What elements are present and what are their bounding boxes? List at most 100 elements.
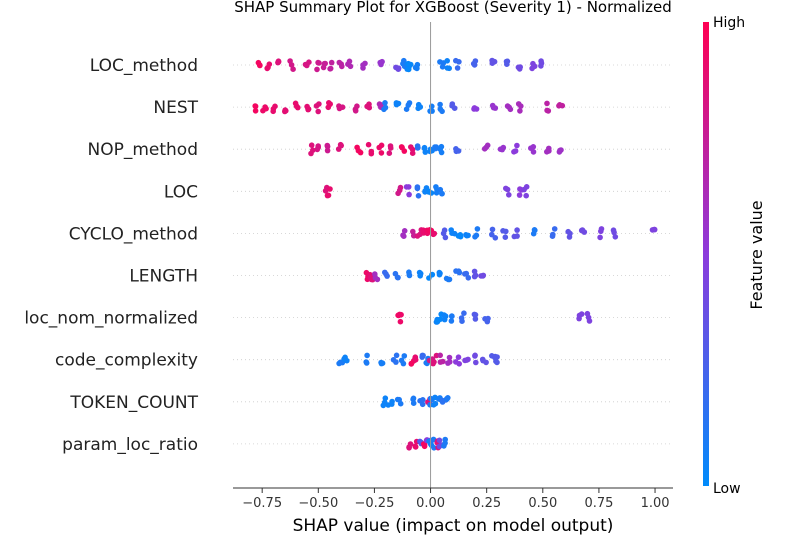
shap-point [455, 354, 462, 361]
shap-point [544, 100, 550, 107]
shap-point [504, 61, 510, 67]
shap-point [357, 149, 364, 156]
shap-point [378, 142, 385, 149]
shap-point [366, 104, 373, 111]
shap-point [415, 193, 422, 199]
shap-point [324, 142, 331, 149]
shap-point [471, 106, 477, 112]
shap-point [428, 190, 435, 196]
shap-point [408, 360, 415, 367]
shap-point [480, 357, 486, 364]
shap-point [398, 357, 405, 364]
shap-point [612, 234, 619, 240]
feature-label: NOP_method [88, 140, 199, 160]
colorbar-low-label: Low [713, 481, 741, 497]
shap-point [444, 58, 451, 64]
shap-point [315, 59, 321, 66]
shap-point [489, 226, 496, 233]
shap-point [282, 107, 289, 113]
shap-point [382, 104, 389, 111]
x-axis-ticks: −0.75 −0.50 −0.25 0.00 0.25 0.50 0.75 1.00 [242, 488, 670, 511]
shap-point [419, 354, 426, 360]
shap-point [456, 59, 462, 65]
shap-point [544, 149, 550, 155]
shap-point [395, 65, 402, 71]
shap-point [304, 62, 310, 69]
shap-point [397, 318, 404, 325]
shap-point [399, 144, 405, 151]
shap-point [328, 59, 335, 66]
shap-point [445, 395, 451, 401]
feature-label: TOKEN_COUNT [69, 393, 198, 413]
shap-point [473, 359, 479, 366]
shap-point [514, 233, 520, 239]
shap-point [453, 146, 459, 152]
x-tick-label: 1.00 [641, 496, 670, 511]
shap-point [379, 58, 385, 65]
shap-point [448, 227, 455, 233]
x-axis-label: SHAP value (impact on model output) [293, 516, 614, 536]
shap-point [544, 107, 550, 114]
x-tick-label: 0.75 [584, 496, 613, 511]
shap-point [417, 273, 424, 279]
shap-point [567, 230, 573, 237]
shap-point [393, 100, 400, 106]
shap-point [407, 61, 414, 68]
feature-label: param_loc_ratio [62, 435, 198, 455]
shap-point [314, 66, 320, 73]
shap-point [325, 104, 332, 111]
shap-point [415, 144, 421, 151]
shap-point [610, 227, 617, 233]
feature-rows: LOC_method NEST NOP_method LOC CYCLO_method L… [24, 56, 673, 455]
shap-point [290, 66, 296, 72]
shap-point [270, 106, 277, 112]
shap-point [437, 352, 444, 359]
shap-point [474, 226, 481, 232]
shap-point [365, 141, 372, 148]
shap-point [490, 104, 497, 111]
shap-point [472, 352, 478, 359]
shap-point [439, 190, 445, 197]
feature-label: CYCLO_method [69, 224, 198, 244]
shap-point [454, 65, 461, 71]
shap-point [386, 150, 393, 156]
shap-point [252, 108, 259, 114]
shap-point [293, 103, 300, 109]
shap-point [437, 101, 443, 108]
shap-point [397, 400, 404, 407]
shap-point [422, 149, 429, 155]
shap-point [314, 146, 321, 153]
data-points [252, 57, 658, 451]
shap-point [401, 228, 408, 234]
shap-point [457, 233, 464, 240]
shap-point [473, 232, 480, 239]
shap-point [506, 192, 512, 198]
shap-point [515, 101, 522, 107]
shap-point [315, 108, 322, 115]
shap-point [344, 357, 350, 364]
shap-point [598, 226, 605, 232]
shap-point [649, 227, 656, 233]
shap-point [397, 184, 404, 191]
shap-point [462, 271, 468, 277]
shap-point [447, 359, 453, 365]
shap-point [401, 233, 407, 239]
shap-point [458, 315, 465, 321]
shap-point [440, 358, 446, 365]
feature-label: LOC_method [90, 56, 198, 76]
x-tick-label: 0.25 [472, 496, 501, 511]
shap-point [308, 142, 315, 148]
shap-point [380, 402, 387, 409]
shap-point [321, 60, 328, 67]
shap-point [338, 142, 345, 149]
shap-point [485, 315, 491, 322]
colorbar-high-label: High [713, 15, 745, 31]
shap-point [461, 310, 467, 317]
shap-point [504, 186, 511, 193]
shap-point [420, 397, 426, 403]
shap-point [494, 354, 500, 360]
shap-point [481, 146, 488, 152]
shap-point [412, 355, 418, 362]
shap-point [410, 400, 417, 407]
